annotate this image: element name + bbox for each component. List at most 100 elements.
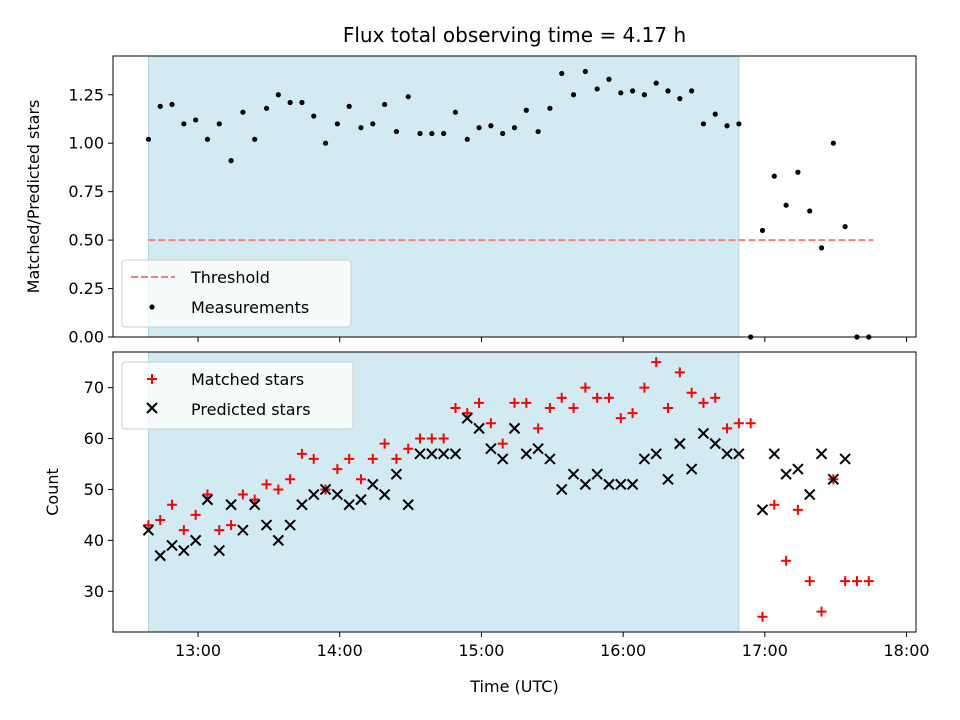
measurement-point	[181, 121, 187, 127]
measurement-point	[783, 202, 789, 208]
predicted-star-point	[839, 453, 851, 465]
matched-star-point	[592, 392, 603, 403]
measurement-point	[275, 92, 281, 98]
measurement-point	[263, 105, 270, 111]
matched-star-point	[249, 494, 260, 505]
measurement-point	[618, 90, 624, 96]
predicted-star-point	[544, 453, 556, 465]
predicted-star-point	[426, 448, 438, 460]
top-measurement-points	[145, 68, 872, 340]
top-y-tick-label: 1.00	[68, 134, 104, 153]
matched-star-point	[851, 576, 862, 587]
matched-star-point	[792, 504, 803, 515]
matched-star-point	[474, 397, 485, 408]
matched-star-point	[509, 397, 520, 408]
measurement-point	[476, 125, 482, 131]
matched-star-point	[781, 555, 792, 566]
matched-star-point	[485, 418, 496, 429]
predicted-star-point	[272, 534, 285, 547]
matched-star-point	[355, 474, 366, 485]
predicted-star-point	[248, 499, 261, 511]
predicted-star-point	[579, 478, 592, 491]
matched-star-point	[863, 576, 874, 587]
measurement-point	[724, 123, 730, 129]
measurement-point	[818, 245, 825, 251]
matched-star-point	[344, 453, 355, 464]
measurement-point	[759, 227, 766, 234]
measurement-point	[641, 92, 647, 98]
measurement-point	[523, 107, 529, 113]
measurement-point	[677, 96, 683, 102]
matched-star-point	[840, 576, 851, 587]
measurement-point	[441, 130, 447, 137]
measurement-point	[488, 123, 494, 129]
predicted-star-point	[697, 427, 710, 440]
predicted-star-point	[603, 478, 615, 491]
top-y-tick-label: 0.25	[68, 279, 104, 298]
matched-star-point	[533, 423, 544, 434]
measurement-point	[382, 101, 388, 108]
matched-star-points	[143, 357, 874, 622]
predicted-star-point	[142, 524, 155, 536]
predicted-star-point	[638, 453, 651, 465]
predicted-star-point	[520, 448, 533, 460]
measurement-point	[582, 68, 588, 75]
predicted-star-point	[449, 448, 462, 460]
predicted-star-point	[308, 488, 320, 501]
measurement-point	[193, 117, 199, 123]
legend-threshold-label: Threshold	[190, 268, 270, 287]
predicted-star-point	[154, 549, 166, 562]
top-plot-frame	[112, 55, 917, 338]
matched-star-point	[426, 433, 437, 444]
bottom-x-tick-label: 13:00	[175, 641, 221, 660]
predicted-star-point	[390, 468, 403, 480]
measurement-point	[216, 121, 222, 127]
matched-star-point	[745, 418, 756, 429]
predicted-star-point	[201, 493, 214, 506]
measurement-point	[712, 111, 718, 117]
measurement-point	[228, 158, 234, 164]
matched-star-point	[155, 515, 166, 525]
matched-star-point	[710, 392, 721, 403]
measurement-point	[842, 223, 848, 230]
legend-matched-label: Matched stars	[191, 370, 304, 389]
predicted-star-point	[756, 504, 769, 516]
matched-star-point	[521, 397, 532, 408]
predicted-star-point	[780, 468, 792, 480]
matched-star-point	[462, 408, 473, 419]
matched-star-point	[226, 520, 237, 531]
matched-star-point	[308, 453, 319, 464]
legend-measurements-label: Measurements	[191, 298, 309, 317]
predicted-star-point	[792, 463, 804, 475]
predicted-star-point	[166, 539, 178, 552]
x-axis-label: Time (UTC)	[469, 677, 558, 696]
predicted-star-point	[225, 499, 237, 511]
matched-star-point	[178, 525, 189, 536]
measurement-point	[334, 121, 340, 127]
predicted-star-point	[296, 499, 308, 511]
measurement-point	[204, 136, 211, 142]
top-y-tick-label: 0.50	[68, 231, 104, 250]
predicted-star-point	[178, 544, 190, 557]
measurement-point	[629, 88, 636, 94]
legend-measurement-swatch	[149, 304, 155, 310]
predicted-star-point	[414, 448, 426, 460]
predicted-star-point	[626, 478, 639, 491]
matched-star-point	[663, 403, 674, 413]
measurement-point	[500, 130, 506, 137]
measurement-point	[169, 101, 175, 108]
measurement-point	[287, 99, 293, 106]
measurement-point	[559, 70, 565, 77]
predicted-star-point	[237, 524, 249, 536]
legend-predicted-swatch	[146, 402, 158, 414]
bottom-plot-frame	[112, 351, 917, 633]
measurement-point	[795, 169, 801, 175]
matched-star-point	[603, 392, 614, 403]
predicted-star-point	[768, 448, 781, 460]
legend-predicted-label: Predicted stars	[191, 400, 311, 419]
predicted-star-point	[804, 488, 816, 501]
matched-star-point	[367, 453, 378, 464]
matched-star-point	[733, 418, 744, 429]
top-y-tick-label: 0.75	[68, 182, 104, 201]
legend-matched-swatch	[147, 374, 157, 384]
